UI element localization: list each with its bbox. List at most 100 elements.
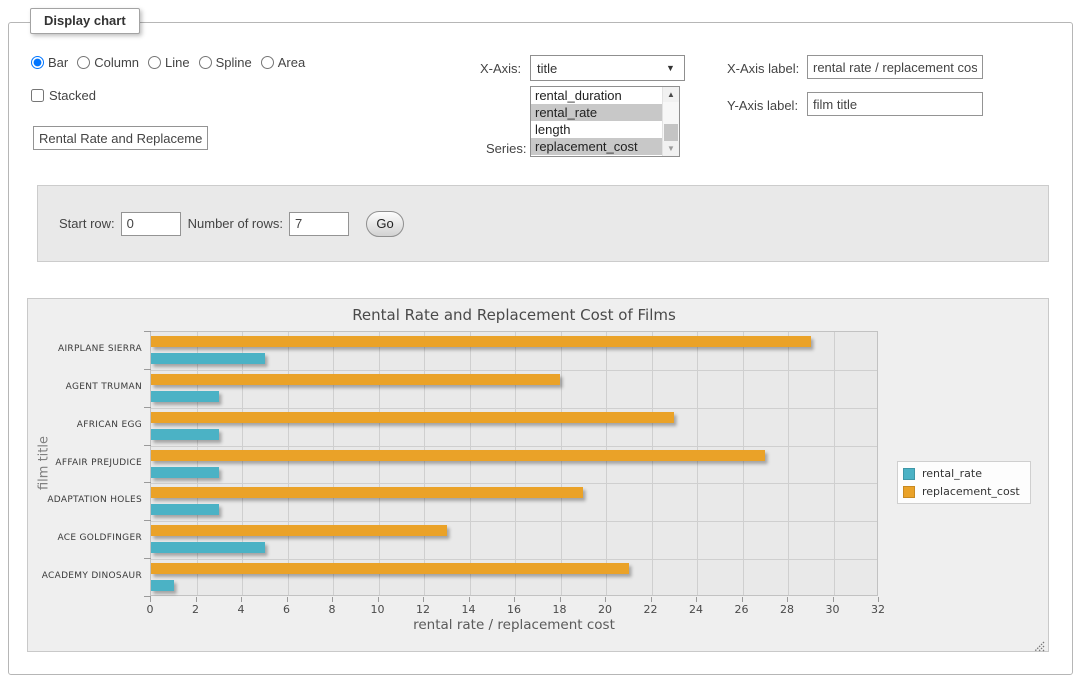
stacked-checkbox-row[interactable]: Stacked <box>31 88 96 103</box>
chart-type-option-column[interactable]: Column <box>77 55 139 70</box>
stacked-checkbox[interactable] <box>31 89 44 102</box>
y-tick-label: ACADEMY DINOSAUR <box>28 558 142 596</box>
rows-panel: Start row: Number of rows: Go <box>37 185 1049 262</box>
gridline-vertical <box>788 332 789 595</box>
chart-type-option-area[interactable]: Area <box>261 55 305 70</box>
plot-area <box>150 331 878 596</box>
chart-type-radio-spline[interactable] <box>199 56 212 69</box>
chart-type-option-spline[interactable]: Spline <box>199 55 252 70</box>
gridline-vertical <box>606 332 607 595</box>
bar-replacement_cost <box>151 336 811 347</box>
chart-legend: rental_rate replacement_cost <box>897 461 1031 504</box>
gridline-vertical <box>470 332 471 595</box>
bar-replacement_cost <box>151 487 583 498</box>
chart-type-option-bar[interactable]: Bar <box>31 55 68 70</box>
chart-type-option-label: Area <box>278 55 305 70</box>
x-tick-mark <box>469 597 470 602</box>
series-option-length[interactable]: length <box>531 121 662 138</box>
resize-handle-icon[interactable] <box>1034 637 1045 648</box>
gridline-horizontal <box>151 483 877 484</box>
scroll-up-icon[interactable]: ▲ <box>663 87 679 102</box>
chart-type-option-line[interactable]: Line <box>148 55 190 70</box>
gridline-horizontal <box>151 408 877 409</box>
chart-type-option-label: Bar <box>48 55 68 70</box>
x-tick-mark <box>241 597 242 602</box>
bar-rental_rate <box>151 504 219 515</box>
bar-replacement_cost <box>151 525 447 536</box>
display-chart-fieldset: Display chart BarColumnLineSplineArea St… <box>8 22 1073 675</box>
bar-rental_rate <box>151 353 265 364</box>
series-option-rental_duration[interactable]: rental_duration <box>531 87 662 104</box>
x-tick-label: 26 <box>722 603 762 616</box>
fieldset-legend: Display chart <box>30 8 140 34</box>
x-tick-label: 30 <box>813 603 853 616</box>
chart-type-radio-bar[interactable] <box>31 56 44 69</box>
x-tick-label: 20 <box>585 603 625 616</box>
chart-type-radio-area[interactable] <box>261 56 274 69</box>
bar-replacement_cost <box>151 563 629 574</box>
legend-label: rental_rate <box>922 467 982 480</box>
num-rows-label: Number of rows: <box>188 216 283 231</box>
scroll-down-icon[interactable]: ▼ <box>663 141 679 156</box>
stacked-label: Stacked <box>49 88 96 103</box>
chart-type-radio-column[interactable] <box>77 56 90 69</box>
x-axis-label-text: X-Axis: <box>480 61 521 76</box>
num-rows-input[interactable] <box>289 212 349 236</box>
gridline-horizontal <box>151 559 877 560</box>
x-tick-label: 0 <box>130 603 170 616</box>
series-option-replacement_cost[interactable]: replacement_cost <box>531 138 662 155</box>
y-tick-label: AIRPLANE SIERRA <box>28 331 142 369</box>
start-row-label: Start row: <box>59 216 115 231</box>
chart-panel: Rental Rate and Replacement Cost of Film… <box>27 298 1049 652</box>
gridline-vertical <box>834 332 835 595</box>
bar-rental_rate <box>151 580 174 591</box>
y-tick-label: ADAPTATION HOLES <box>28 482 142 520</box>
gridline-vertical <box>424 332 425 595</box>
y-tick-mark <box>144 482 151 483</box>
y-tick-mark <box>144 558 151 559</box>
series-listbox[interactable]: rental_durationrental_ratelengthreplacem… <box>530 86 680 157</box>
series-options: rental_durationrental_ratelengthreplacem… <box>531 87 662 156</box>
legend-entry: replacement_cost <box>903 485 1020 498</box>
bar-rental_rate <box>151 429 219 440</box>
x-tick-mark <box>378 597 379 602</box>
x-tick-mark <box>150 597 151 602</box>
y-tick-label: AFFAIR PREJUDICE <box>28 445 142 483</box>
x-tick-label: 22 <box>631 603 671 616</box>
gridline-vertical <box>652 332 653 595</box>
gridline-vertical <box>379 332 380 595</box>
gridline-horizontal <box>151 370 877 371</box>
scrollbar-thumb[interactable] <box>664 124 678 141</box>
x-axis-select[interactable]: title ▼ <box>530 55 685 81</box>
y-axis-label-field-text: Y-Axis label: <box>727 98 798 113</box>
x-tick-label: 18 <box>540 603 580 616</box>
gridline-vertical <box>242 332 243 595</box>
y-tick-mark <box>144 445 151 446</box>
bar-replacement_cost <box>151 450 765 461</box>
chart-title-input[interactable] <box>33 126 208 150</box>
x-tick-mark <box>696 597 697 602</box>
go-button[interactable]: Go <box>366 211 404 237</box>
y-tick-mark <box>144 520 151 521</box>
x-tick-label: 4 <box>221 603 261 616</box>
x-axis-label-field-text: X-Axis label: <box>727 61 799 76</box>
y-axis-label-input[interactable] <box>807 92 983 116</box>
series-option-rental_rate[interactable]: rental_rate <box>531 104 662 121</box>
legend-swatch-icon <box>903 468 915 480</box>
chart-type-option-label: Line <box>165 55 190 70</box>
chart-title: Rental Rate and Replacement Cost of Film… <box>150 306 878 324</box>
chart-type-option-label: Column <box>94 55 139 70</box>
x-axis-label-input[interactable] <box>807 55 983 79</box>
gridline-vertical <box>197 332 198 595</box>
x-tick-mark <box>742 597 743 602</box>
bar-rental_rate <box>151 391 219 402</box>
x-tick-label: 14 <box>449 603 489 616</box>
x-tick-mark <box>332 597 333 602</box>
y-tick-mark <box>144 331 151 332</box>
chart-type-radio-line[interactable] <box>148 56 161 69</box>
bar-rental_rate <box>151 542 265 553</box>
series-scrollbar[interactable]: ▲ ▼ <box>662 87 679 156</box>
start-row-input[interactable] <box>121 212 181 236</box>
x-tick-label: 16 <box>494 603 534 616</box>
gridline-vertical <box>288 332 289 595</box>
